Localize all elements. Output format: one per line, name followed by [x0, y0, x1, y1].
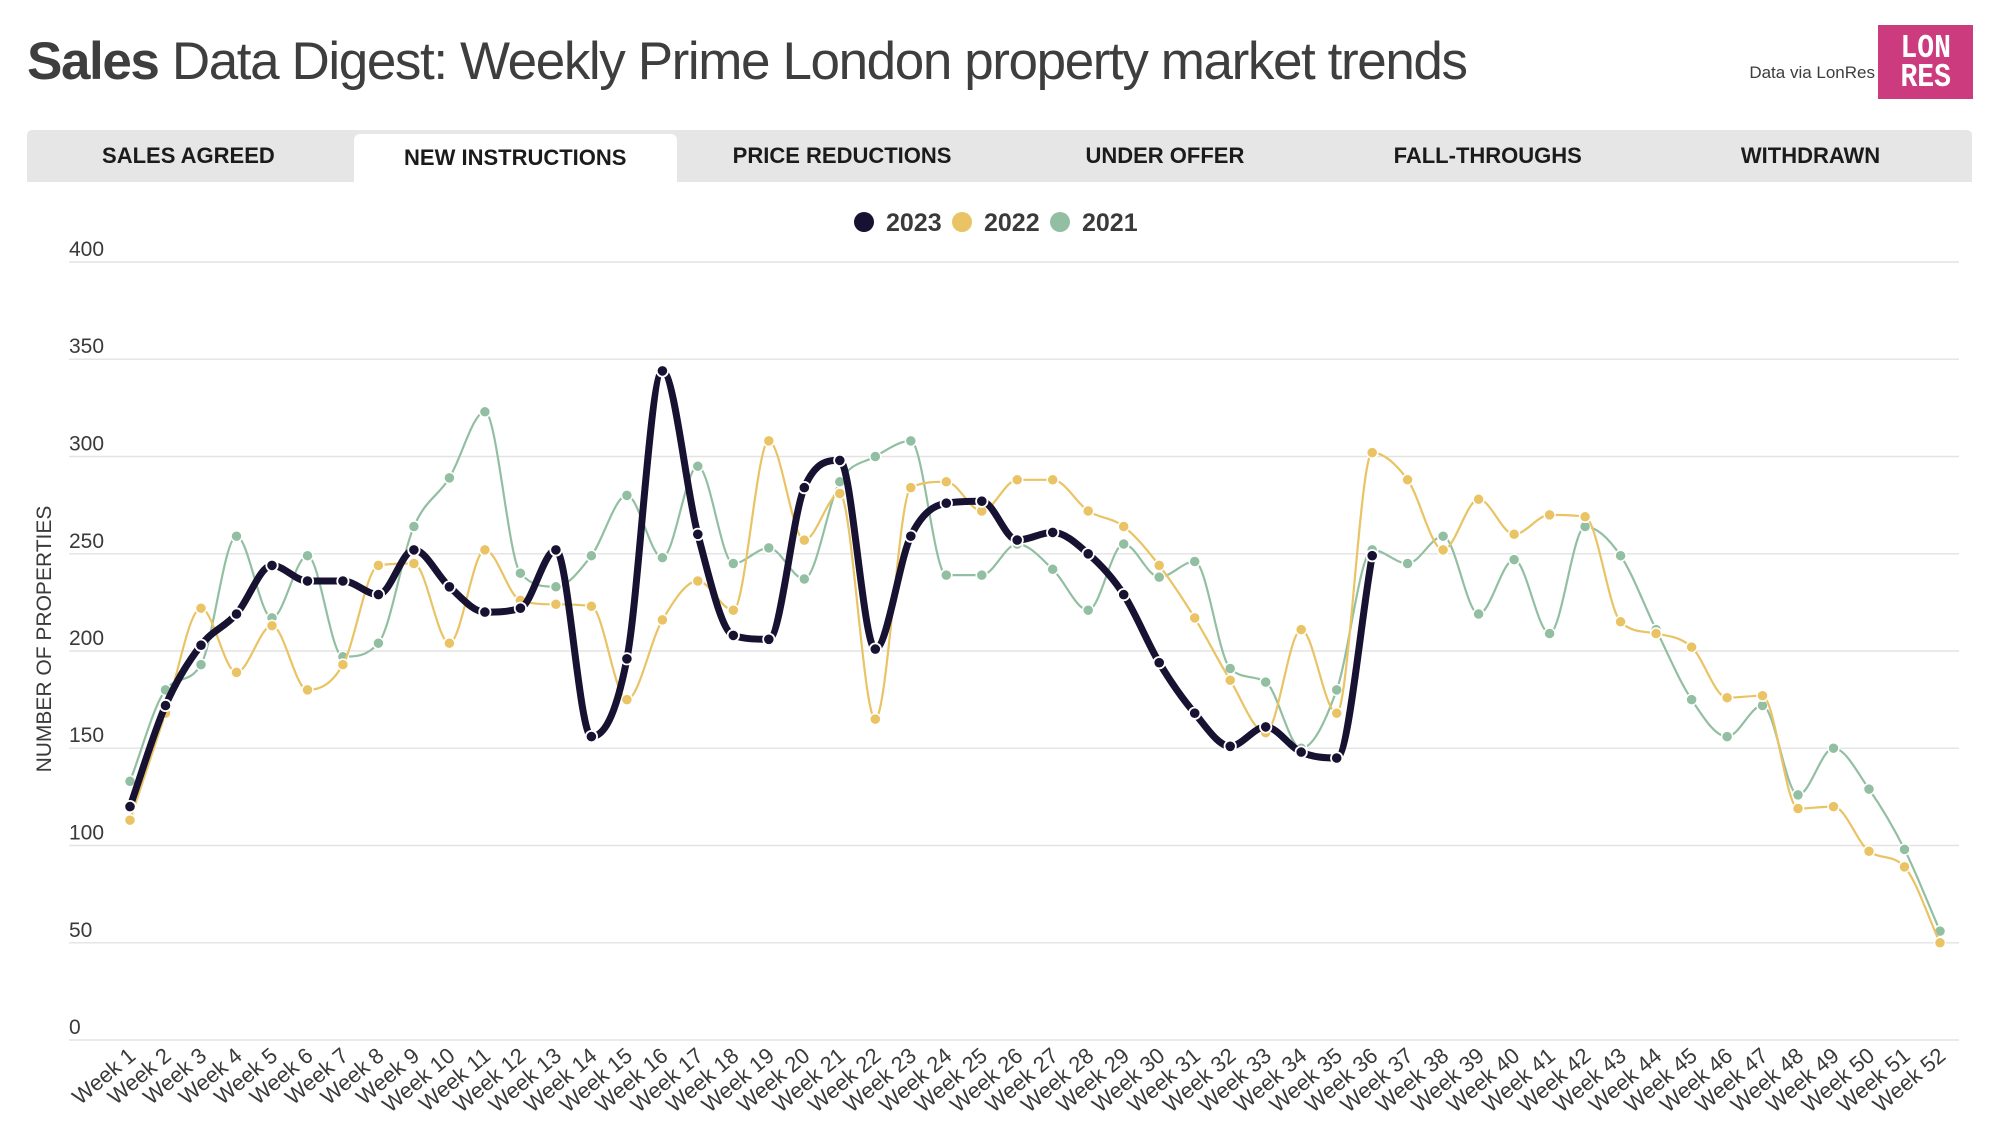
- svg-text:0: 0: [69, 1016, 81, 1039]
- svg-text:250: 250: [69, 530, 104, 553]
- svg-text:300: 300: [69, 433, 104, 456]
- svg-text:2021: 2021: [1082, 209, 1138, 237]
- svg-text:350: 350: [69, 335, 104, 358]
- svg-text:100: 100: [69, 822, 104, 845]
- svg-text:NUMBER OF PROPERTIES: NUMBER OF PROPERTIES: [33, 506, 56, 773]
- svg-text:2023: 2023: [886, 209, 942, 237]
- svg-text:400: 400: [69, 238, 104, 261]
- svg-text:2022: 2022: [984, 209, 1040, 237]
- svg-text:150: 150: [69, 724, 104, 747]
- svg-text:200: 200: [69, 627, 104, 650]
- svg-text:50: 50: [69, 919, 92, 942]
